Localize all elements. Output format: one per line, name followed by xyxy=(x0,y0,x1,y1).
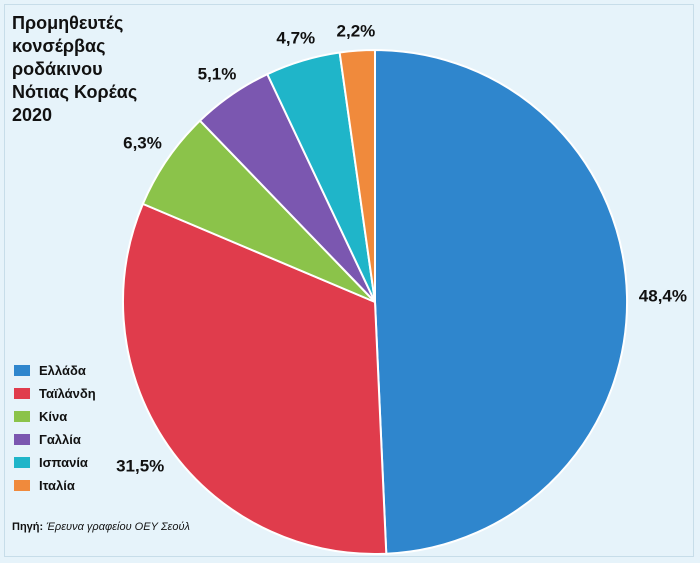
title-line-4: Νότιας Κορέας xyxy=(12,82,138,102)
pie-value-label-5: 4,7% xyxy=(276,29,315,48)
title-line-5: 2020 xyxy=(12,105,53,125)
legend-item-china: Κίνα xyxy=(14,405,96,428)
pie-slice-1 xyxy=(374,48,628,555)
legend-label: Ταϊλάνδη xyxy=(39,386,96,401)
legend-swatch xyxy=(14,365,30,376)
legend-swatch xyxy=(14,434,30,445)
legend-item-italy: Ιταλία xyxy=(14,474,96,497)
legend-item-spain: Ισπανία xyxy=(14,451,96,474)
source-label: Πηγή: xyxy=(12,521,44,533)
legend-swatch xyxy=(14,388,30,399)
legend-label: Ελλάδα xyxy=(39,363,86,378)
legend-item-greece: Ελλάδα xyxy=(14,359,96,382)
legend-label: Ισπανία xyxy=(39,455,88,470)
pie-slice-2 xyxy=(122,202,388,555)
legend-label: Γαλλία xyxy=(39,432,81,447)
pie-value-label-4: 5,1% xyxy=(198,64,237,83)
source-note: Πηγή: Έρευνα γραφείου ΟΕΥ Σεούλ xyxy=(12,521,190,533)
chart-frame xyxy=(4,4,694,557)
pie-value-label-6: 2,2% xyxy=(337,22,376,41)
pie-value-label-3: 6,3% xyxy=(123,133,162,152)
legend-label: Ιταλία xyxy=(39,478,75,493)
legend-swatch xyxy=(14,411,30,422)
title-line-2: κονσέρβας xyxy=(12,36,106,56)
legend-label: Κίνα xyxy=(39,409,68,424)
legend-swatch xyxy=(14,480,30,491)
legend-swatch xyxy=(14,457,30,468)
pie-value-label-2: 31,5% xyxy=(116,456,164,475)
title-line-1: Προμηθευτές xyxy=(12,13,124,33)
chart-title: Προμηθευτές κονσέρβας ροδάκινου Νότιας Κ… xyxy=(12,12,172,127)
legend-item-thailand: Ταϊλάνδη xyxy=(14,382,96,405)
legend-item-france: Γαλλία xyxy=(14,428,96,451)
pie-slice-6 xyxy=(338,48,376,303)
legend: Ελλάδα Ταϊλάνδη Κίνα Γαλλία Ισπανία Ιταλ… xyxy=(14,359,96,497)
pie-value-label-1: 48,4% xyxy=(639,287,687,306)
source-text: Έρευνα γραφείου ΟΕΥ Σεούλ xyxy=(46,521,190,533)
title-line-3: ροδάκινου xyxy=(12,59,103,79)
